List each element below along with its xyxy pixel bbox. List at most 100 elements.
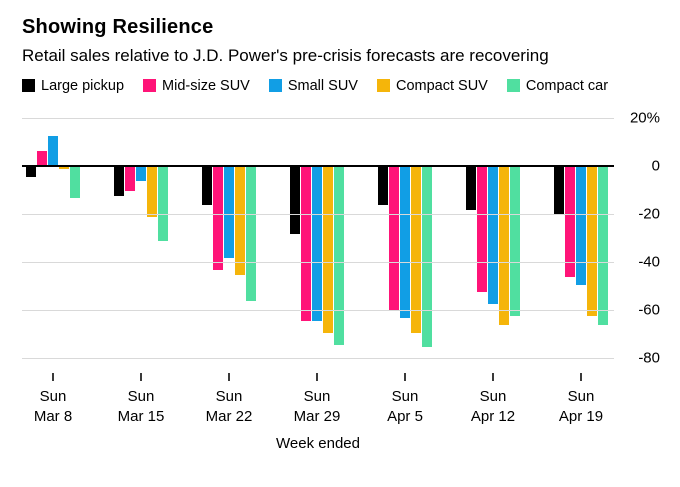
bar-chart: 20% 0 -20 -40 -60 -80 (22, 109, 660, 366)
bar (389, 166, 399, 311)
gridline (22, 117, 614, 119)
legend-item: Mid-size SUV (143, 78, 250, 94)
bar (576, 166, 586, 285)
tick-mark (316, 372, 318, 381)
x-axis-tick: Sun Mar 29 (290, 372, 344, 428)
x-tick-date: Apr 5 (387, 408, 423, 426)
bar (70, 166, 80, 199)
y-axis-tick-label: -60 (638, 301, 660, 319)
legend-label: Small SUV (287, 77, 358, 94)
bar (136, 166, 146, 182)
x-tick-date: Apr 19 (558, 408, 604, 426)
x-tick-date: Mar 15 (117, 408, 165, 426)
bar (334, 166, 344, 345)
bar (158, 166, 168, 242)
plot-area (22, 117, 614, 359)
y-axis-tick-label: -20 (638, 205, 660, 223)
bar-group (466, 118, 520, 359)
bar (587, 166, 597, 316)
legend-swatch (506, 79, 520, 93)
bar (301, 166, 311, 321)
bar (554, 166, 564, 215)
bar (37, 150, 47, 165)
bar-group (554, 118, 608, 359)
tick-mark (492, 372, 494, 381)
bar (488, 166, 498, 304)
legend-label: Large pickup (41, 77, 125, 94)
bar (400, 166, 410, 319)
zero-baseline (22, 164, 614, 167)
y-axis-tick-label: -80 (638, 349, 660, 367)
bar (246, 166, 256, 302)
bar (466, 166, 476, 211)
legend-swatch (22, 79, 35, 93)
bar-group (290, 118, 344, 359)
x-tick-date: Mar 29 (293, 408, 341, 426)
y-axis-tick-label: 20% (629, 109, 660, 127)
bar (477, 166, 487, 292)
x-tick-day: Sun (479, 387, 507, 405)
legend-item: Compact SUV (376, 77, 488, 94)
bar (26, 166, 36, 177)
bar-group (378, 118, 432, 359)
bar (312, 166, 322, 321)
x-tick-date: Mar 8 (33, 408, 73, 426)
bar (48, 136, 58, 165)
x-tick-date: Apr 12 (470, 408, 516, 426)
y-axis-tick-label: -40 (638, 253, 660, 271)
bar (114, 166, 124, 196)
chart-subtitle: Retail sales relative to J.D. Power's pr… (22, 46, 549, 65)
x-tick-day: Sun (127, 387, 155, 405)
gridline (22, 213, 614, 215)
bar-group (202, 118, 256, 359)
bar (565, 166, 575, 278)
bar (422, 166, 432, 347)
x-axis-tick: Sun Mar 8 (26, 372, 80, 428)
legend-label: Mid-size SUV (162, 77, 250, 94)
legend-swatch (268, 79, 282, 93)
x-axis-tick: Sun Apr 12 (466, 372, 520, 428)
legend: Large pickup Mid-size SUV Small SUV Compact… (22, 78, 660, 94)
x-tick-date: Mar 22 (205, 408, 253, 426)
bar (323, 166, 333, 333)
bar (499, 166, 509, 326)
legend-item: Small SUV (268, 77, 358, 94)
x-axis-tick: Sun Apr 19 (554, 372, 608, 428)
gridline (22, 261, 614, 263)
bar (125, 166, 135, 191)
tick-mark (52, 372, 54, 381)
legend-item: Large pickup (22, 78, 124, 94)
chart-title: Showing Resilience (22, 16, 214, 38)
bar (411, 166, 421, 333)
x-tick-day: Sun (567, 387, 595, 405)
x-axis-tick: Sun Mar 22 (202, 372, 256, 428)
legend-swatch (376, 79, 390, 93)
x-tick-day: Sun (303, 387, 331, 405)
bar (235, 166, 245, 275)
bar-groups (26, 118, 608, 359)
tick-mark (140, 372, 142, 381)
bar (147, 166, 157, 218)
tick-mark (580, 372, 582, 381)
bar (59, 166, 69, 170)
bar (290, 166, 300, 235)
x-axis: Sun Mar 8 Sun Mar 15 Sun Mar 22 Sun Mar 29 Sun Ap… (22, 372, 614, 428)
legend-swatch (143, 79, 157, 93)
legend-item: Compact car (506, 78, 608, 94)
bar (213, 166, 223, 271)
x-tick-day: Sun (391, 387, 419, 405)
bar (378, 166, 388, 206)
y-axis-tick-label: 0 (651, 157, 660, 175)
y-axis-labels: 20% 0 -20 -40 -60 -80 (614, 109, 660, 366)
x-axis-title: Week ended (276, 435, 360, 453)
x-axis-tick: Sun Mar 15 (114, 372, 168, 428)
gridline (22, 357, 614, 359)
bar-group (26, 118, 80, 359)
tick-mark (228, 372, 230, 381)
tick-mark (404, 372, 406, 381)
legend-label: Compact SUV (395, 77, 488, 94)
bar (598, 166, 608, 326)
bar-group (114, 118, 168, 359)
bar (510, 166, 520, 316)
